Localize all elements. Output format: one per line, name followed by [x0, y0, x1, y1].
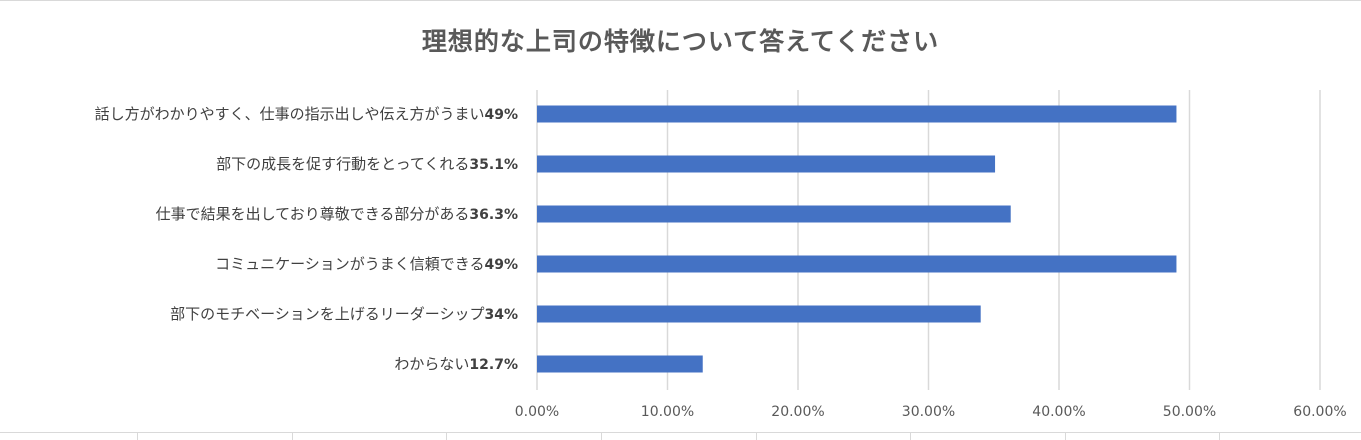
- category-name: わからない: [394, 355, 469, 373]
- category-label: 話し方がわかりやすく、仕事の指示出しや伝え方がうまい49%: [95, 105, 518, 123]
- category-name: 仕事で結果を出しており尊敬できる部分がある: [156, 205, 470, 223]
- frame-divider: [137, 433, 138, 440]
- chart-frame-top: [0, 0, 1361, 1]
- x-tick-label: 10.00%: [641, 404, 694, 420]
- category-label: 部下のモチベーションを上げるリーダーシップ34%: [170, 305, 518, 323]
- bar: [537, 255, 1177, 273]
- frame-divider: [601, 433, 602, 440]
- bar: [537, 355, 703, 373]
- category-name: 話し方がわかりやすく、仕事の指示出しや伝え方がうまい: [95, 105, 485, 123]
- chart-title: 理想的な上司の特徴について答えてください: [421, 27, 940, 56]
- x-tick-label: 40.00%: [1032, 404, 1085, 420]
- frame-divider: [756, 433, 757, 440]
- frame-divider: [1219, 433, 1220, 440]
- category-label: わからない12.7%: [394, 355, 518, 373]
- category-name: 部下のモチベーションを上げるリーダーシップ: [170, 305, 484, 323]
- frame-divider: [1065, 433, 1066, 440]
- frame-divider: [910, 433, 911, 440]
- x-tick-label: 20.00%: [771, 404, 824, 420]
- frame-divider: [446, 433, 447, 440]
- bar: [537, 305, 981, 323]
- x-tick-label: 30.00%: [902, 404, 955, 420]
- value-label: 12.7%: [469, 357, 518, 373]
- x-tick-label: 0.00%: [515, 404, 559, 420]
- value-label: 36.3%: [469, 207, 518, 223]
- value-label: 35.1%: [469, 157, 518, 173]
- chart-frame-bottom: [0, 432, 1361, 433]
- category-label: コミュニケーションがうまく信頼できる49%: [215, 255, 518, 273]
- frame-divider: [292, 433, 293, 440]
- value-label: 49%: [484, 107, 518, 123]
- category-name: 部下の成長を促す行動をとってくれる: [216, 155, 469, 173]
- bar: [537, 105, 1177, 123]
- bar: [537, 205, 1011, 223]
- value-label: 34%: [484, 307, 518, 323]
- x-tick-label: 50.00%: [1163, 404, 1216, 420]
- x-tick-label: 60.00%: [1293, 404, 1346, 420]
- bar: [537, 155, 996, 173]
- category-label: 部下の成長を促す行動をとってくれる35.1%: [216, 155, 518, 173]
- category-name: コミュニケーションがうまく信頼できる: [215, 255, 484, 273]
- category-label: 仕事で結果を出しており尊敬できる部分がある36.3%: [156, 205, 518, 223]
- value-label: 49%: [484, 257, 518, 273]
